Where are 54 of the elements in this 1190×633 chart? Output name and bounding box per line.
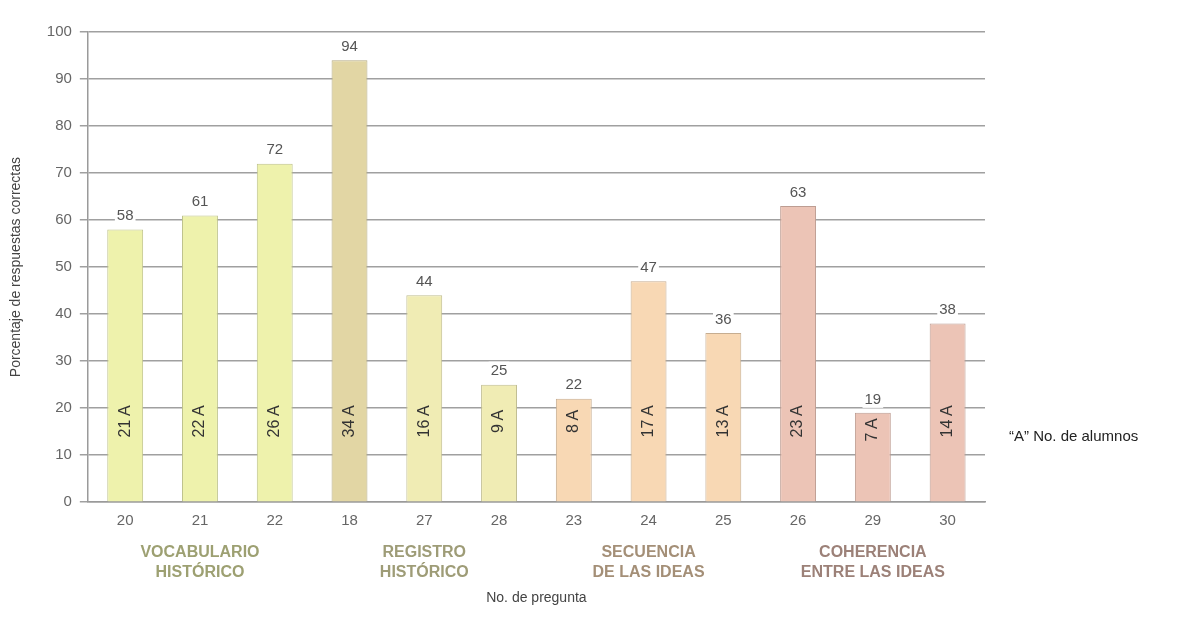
- x-tick-label: 22: [266, 511, 284, 529]
- annotation: 9 A: [489, 409, 507, 434]
- y-tick-label: 20: [55, 398, 72, 416]
- data-label: 58: [116, 206, 134, 224]
- data-label: 22: [565, 375, 583, 393]
- y-tick-label: 80: [55, 116, 72, 134]
- x-tick-label: 24: [640, 511, 657, 529]
- y-axis-title: Porcentaje de respuestas correctas: [7, 156, 24, 378]
- annotation: 26 A: [265, 405, 283, 438]
- data-label: 36: [714, 309, 732, 327]
- x-tick-label: 25: [714, 511, 732, 529]
- text: COHERENCIA ENTRE LAS IDEAS: [800, 542, 946, 580]
- data-label: 47: [640, 257, 657, 275]
- annotation: 8 A: [564, 409, 582, 434]
- text: REGISTRO HISTÓRICO: [379, 542, 469, 580]
- y-tick-label: 40: [55, 304, 72, 322]
- text: SECUENCIA DE LAS IDEAS: [592, 542, 705, 580]
- x-tick-label: 30: [939, 511, 956, 529]
- text: “A” No. de alumnos: [1009, 426, 1139, 444]
- data-label: 63: [789, 182, 807, 200]
- y-tick-label: 60: [55, 210, 72, 228]
- x-tick-label: 28: [490, 511, 508, 529]
- y-tick-label: 0: [63, 492, 72, 510]
- annotation: 23 A: [788, 405, 806, 438]
- annotation: 7 A: [863, 417, 881, 442]
- text: VOCABULARIO HISTÓRICO: [140, 542, 260, 580]
- x-axis-title: No. de pregunta: [486, 589, 587, 606]
- annotation: 17 A: [638, 405, 656, 438]
- data-label: 72: [266, 140, 284, 158]
- y-tick-label: 30: [55, 351, 72, 369]
- annotation: 21 A: [115, 405, 133, 438]
- annotation: 22 A: [190, 405, 208, 438]
- x-tick-label: 26: [789, 511, 807, 529]
- data-label: 38: [939, 300, 956, 318]
- annotation: 34 A: [339, 405, 357, 438]
- data-label: 25: [490, 361, 508, 379]
- x-tick-label: 23: [565, 511, 583, 529]
- y-tick-label: 90: [55, 69, 72, 87]
- x-tick-label: 27: [415, 511, 433, 529]
- annotation: 14 A: [938, 405, 956, 438]
- x-tick-label: 20: [116, 511, 134, 529]
- data-label: 19: [864, 389, 882, 407]
- y-tick-label: 10: [55, 445, 72, 463]
- y-tick-label: 100: [46, 22, 72, 40]
- x-tick-label: 21: [191, 511, 209, 529]
- data-label: 44: [415, 271, 433, 289]
- data-label: 61: [191, 192, 209, 210]
- y-tick-label: 70: [55, 163, 72, 181]
- x-tick-label: 18: [341, 511, 358, 529]
- annotation: 16 A: [414, 405, 432, 438]
- x-tick-label: 29: [864, 511, 882, 529]
- y-tick-label: 50: [55, 257, 72, 275]
- data-label: 94: [341, 36, 358, 54]
- annotation: 13 A: [713, 405, 731, 438]
